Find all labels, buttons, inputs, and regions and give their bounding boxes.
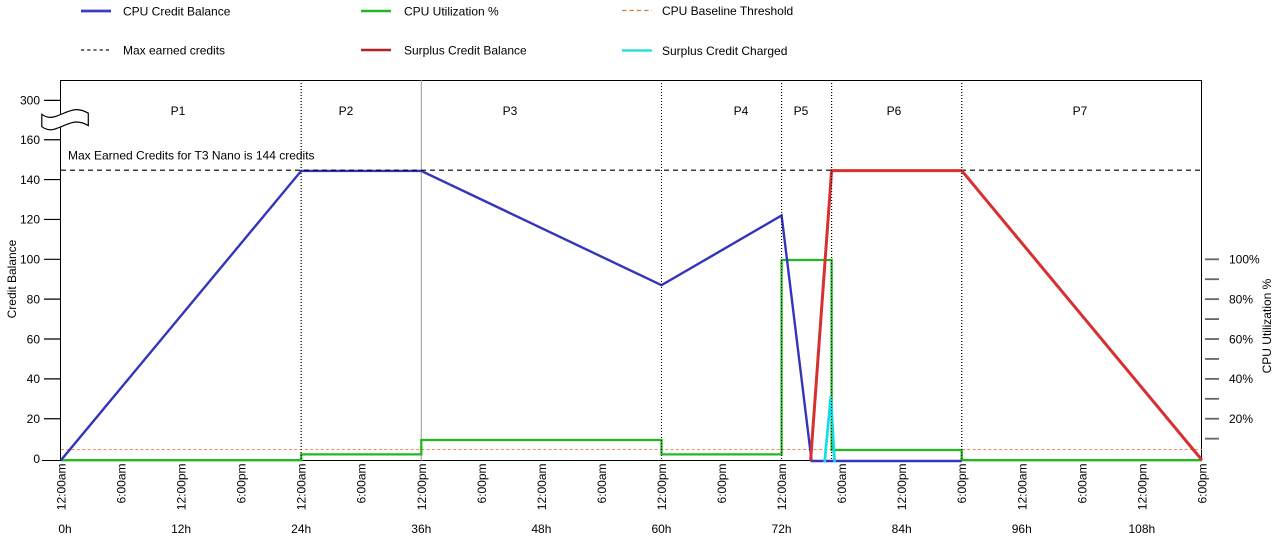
svg-text:6:00pm: 6:00pm: [1195, 464, 1209, 504]
svg-text:40: 40: [27, 372, 41, 386]
svg-text:6:00am: 6:00am: [355, 464, 369, 504]
svg-text:60h: 60h: [651, 522, 671, 536]
svg-text:Surplus Credit Balance: Surplus Credit Balance: [404, 43, 527, 57]
svg-text:P3: P3: [503, 104, 518, 118]
svg-text:0: 0: [33, 452, 40, 466]
svg-text:6:00am: 6:00am: [1075, 464, 1089, 504]
svg-text:12:00pm: 12:00pm: [895, 464, 909, 511]
svg-text:12:00pm: 12:00pm: [415, 464, 429, 511]
svg-text:60%: 60%: [1229, 332, 1253, 346]
svg-text:20: 20: [27, 412, 41, 426]
svg-text:36h: 36h: [411, 522, 431, 536]
svg-text:60: 60: [27, 332, 41, 346]
svg-text:P4: P4: [734, 104, 749, 118]
svg-text:P5: P5: [794, 104, 809, 118]
svg-text:12:00am: 12:00am: [775, 464, 789, 511]
svg-text:CPU Credit Balance: CPU Credit Balance: [123, 4, 231, 18]
svg-text:Max earned credits: Max earned credits: [123, 43, 225, 57]
svg-text:80: 80: [27, 292, 41, 306]
svg-text:6:00am: 6:00am: [835, 464, 849, 504]
svg-text:84h: 84h: [892, 522, 912, 536]
svg-text:40%: 40%: [1229, 372, 1253, 386]
svg-text:CPU Baseline Threshold: CPU Baseline Threshold: [662, 4, 793, 18]
svg-text:6:00pm: 6:00pm: [235, 464, 249, 504]
svg-text:24h: 24h: [291, 522, 311, 536]
svg-text:20%: 20%: [1229, 412, 1253, 426]
svg-text:6:00pm: 6:00pm: [715, 464, 729, 504]
svg-text:P2: P2: [339, 104, 354, 118]
svg-text:Surplus Credit Charged: Surplus Credit Charged: [662, 44, 787, 58]
svg-text:300: 300: [20, 94, 40, 108]
svg-text:12:00am: 12:00am: [1015, 464, 1029, 511]
svg-text:72h: 72h: [772, 522, 792, 536]
svg-text:Credit Balance: Credit Balance: [5, 239, 19, 318]
svg-text:12:00pm: 12:00pm: [655, 464, 669, 511]
svg-text:CPU Utilization %: CPU Utilization %: [404, 4, 499, 18]
svg-text:48h: 48h: [531, 522, 551, 536]
svg-text:12:00pm: 12:00pm: [175, 464, 189, 511]
svg-text:12:00am: 12:00am: [295, 464, 309, 511]
svg-text:CPU Utilization %: CPU Utilization %: [1260, 278, 1274, 373]
svg-text:120: 120: [20, 213, 40, 227]
svg-text:100: 100: [20, 253, 40, 267]
svg-text:0h: 0h: [58, 522, 71, 536]
svg-text:108h: 108h: [1129, 522, 1156, 536]
svg-text:Max Earned Credits for T3 Nano: Max Earned Credits for T3 Nano is 144 cr…: [68, 149, 315, 163]
svg-text:80%: 80%: [1229, 292, 1253, 306]
svg-text:6:00pm: 6:00pm: [475, 464, 489, 504]
svg-text:6:00am: 6:00am: [595, 464, 609, 504]
svg-text:100%: 100%: [1229, 253, 1260, 267]
svg-text:96h: 96h: [1012, 522, 1032, 536]
svg-text:P1: P1: [171, 104, 186, 118]
svg-text:P7: P7: [1073, 104, 1088, 118]
svg-text:12h: 12h: [171, 522, 191, 536]
svg-text:6:00pm: 6:00pm: [955, 464, 969, 504]
svg-text:12:00pm: 12:00pm: [1135, 464, 1149, 511]
svg-text:12:00am: 12:00am: [55, 464, 69, 511]
svg-text:160: 160: [20, 133, 40, 147]
svg-text:P6: P6: [887, 104, 902, 118]
svg-text:6:00am: 6:00am: [115, 464, 129, 504]
svg-text:140: 140: [20, 173, 40, 187]
svg-text:12:00am: 12:00am: [535, 464, 549, 511]
